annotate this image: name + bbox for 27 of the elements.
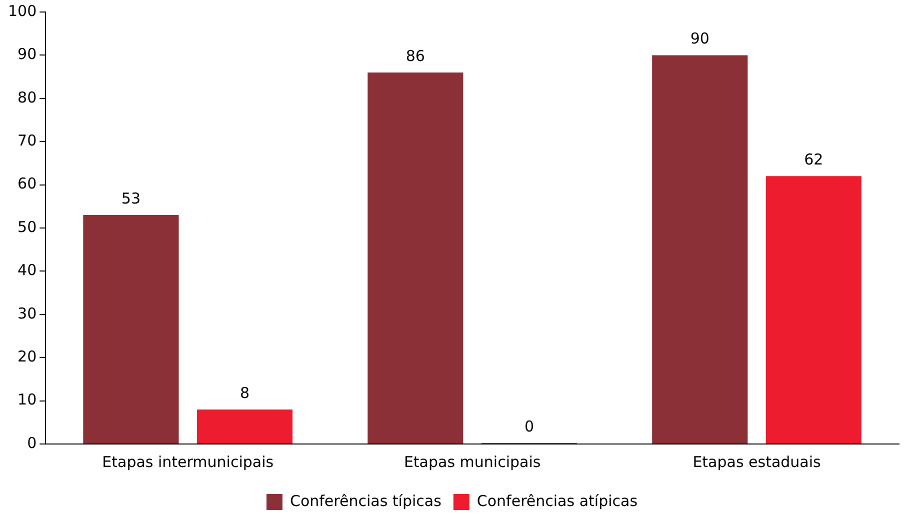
y-tick-label: 50 <box>18 218 37 236</box>
y-tick-label: 100 <box>8 2 37 20</box>
y-tick-label: 70 <box>18 131 37 150</box>
y-tick-label: 30 <box>18 304 37 322</box>
y-tick-label: 80 <box>18 88 37 106</box>
data-label: 0 <box>524 417 534 436</box>
x-tick-label: Etapas intermunicipais <box>102 452 274 471</box>
y-tick-label: 90 <box>18 45 37 64</box>
data-label: 62 <box>804 150 824 169</box>
x-tick-label: Etapas estaduais <box>692 452 822 471</box>
legend-label: Conferências típicas <box>290 492 442 510</box>
data-label: 90 <box>690 30 710 48</box>
data-label: 86 <box>406 46 425 65</box>
y-tick-label: 20 <box>18 347 37 366</box>
bar <box>83 215 179 444</box>
bar <box>368 72 464 444</box>
data-label: 8 <box>240 384 250 402</box>
legend-label: Conferências atípicas <box>476 492 638 510</box>
y-tick-label: 40 <box>18 261 37 280</box>
bar <box>766 176 862 444</box>
bar <box>652 55 748 444</box>
bar <box>196 409 293 444</box>
y-tick-label: 10 <box>18 390 37 409</box>
x-tick-label: Etapas municipais <box>404 452 541 471</box>
data-label: 53 <box>121 189 141 208</box>
y-tick-label: 0 <box>27 434 37 452</box>
y-tick-label: 60 <box>18 174 37 193</box>
